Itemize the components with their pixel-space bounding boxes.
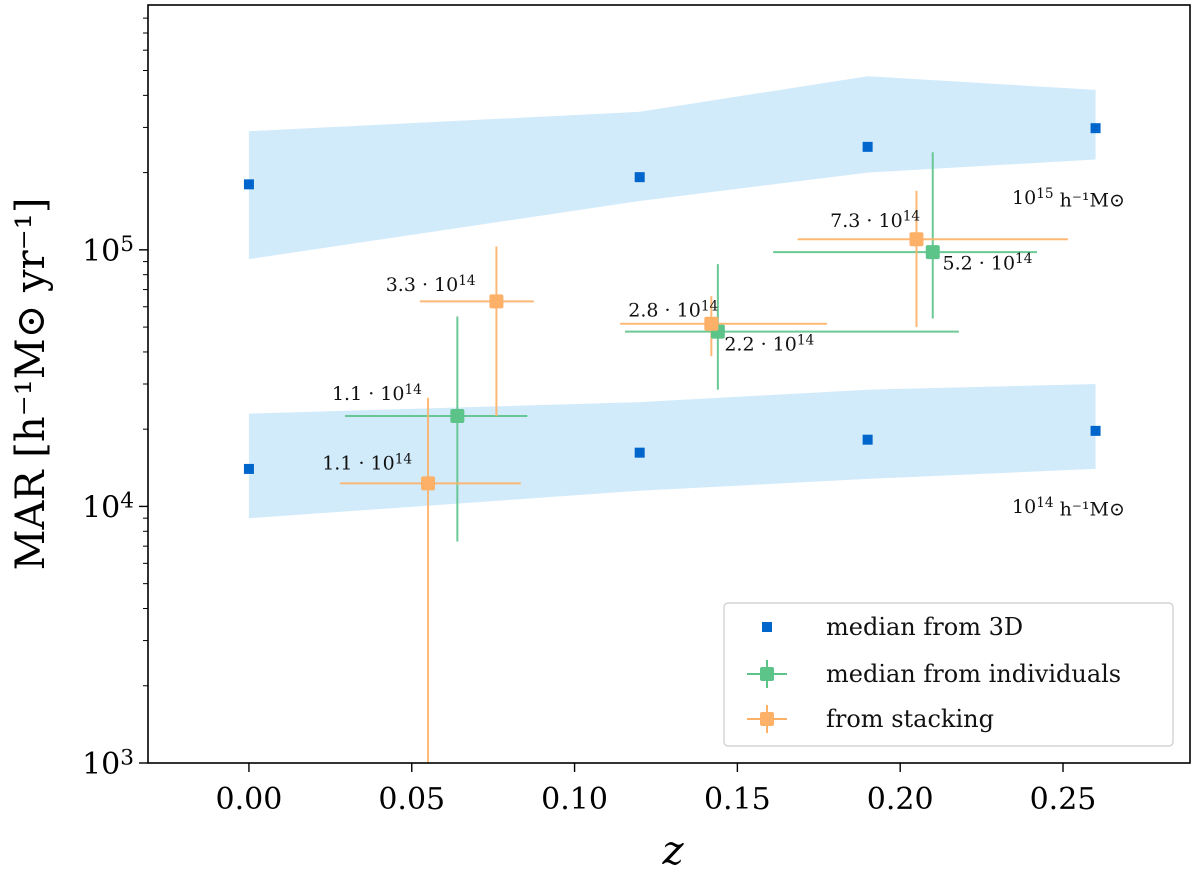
x-tick-label-0: 0.00 (216, 782, 283, 817)
point-0-5 (634, 447, 645, 458)
legend-marker-2 (760, 712, 774, 726)
legend-label-0: median from 3D (826, 613, 1023, 641)
axes: 0.00 0.05 0.10 0.15 0.20 0.25 103 104 105 z MAR [h… (8, 4, 1191, 870)
legend-marker-0 (762, 622, 772, 632)
band-label-1: 1014 h⁻¹M⊙ (1012, 495, 1125, 521)
legend-label-2: from stacking (826, 705, 994, 733)
y-tick-label-0: 103 (82, 745, 134, 782)
annotation-3: 2.8 · 1014 (628, 298, 718, 321)
x-tick-label-1: 0.05 (378, 782, 445, 817)
point-2-3 (909, 232, 924, 247)
x-axis-title: z (661, 828, 684, 870)
x-tick-label-5: 0.25 (1030, 782, 1097, 817)
point-0-3 (1090, 123, 1101, 134)
annotation-5: 7.3 · 1014 (830, 209, 920, 232)
point-1-2 (925, 245, 940, 260)
point-0-4 (243, 463, 254, 474)
legend-box (723, 602, 1174, 747)
y-tick-label-1: 104 (82, 489, 134, 526)
point-2-1 (489, 294, 504, 309)
point-1-0 (450, 409, 465, 424)
y-tick-label-2: 105 (82, 232, 134, 269)
annotation-6: 5.2 · 1014 (943, 251, 1033, 274)
x-tick-label-3: 0.15 (704, 782, 771, 817)
annotation-4: 2.2 · 1014 (724, 332, 814, 355)
band-0 (248, 76, 1096, 260)
errorbars (340, 152, 1068, 763)
point-0-7 (1090, 425, 1101, 436)
point-0-1 (634, 172, 645, 183)
x-tick-label-2: 0.10 (541, 782, 608, 817)
band-labels: 1015 h⁻¹M⊙ 1014 h⁻¹M⊙ (1012, 186, 1125, 521)
legend: median from 3D median from individuals fro… (723, 602, 1174, 747)
point-2-0 (421, 476, 436, 491)
point-0-0 (243, 179, 254, 190)
x-tick-label-4: 0.20 (867, 782, 934, 817)
annotation-1: 1.1 · 1014 (322, 452, 412, 475)
point-2-2 (704, 316, 719, 331)
data-points (243, 123, 1101, 491)
annotation-2: 3.3 · 1014 (386, 273, 476, 296)
legend-marker-1 (760, 667, 774, 681)
annotation-0: 1.1 · 1014 (332, 382, 422, 405)
legend-label-1: median from individuals (826, 660, 1121, 688)
point-0-6 (862, 434, 873, 445)
y-axis-title: MAR [h⁻¹M⊙ yr⁻¹] (8, 198, 54, 571)
point-annotations: 1.1 · 1014 1.1 · 1014 3.3 · 1014 2.8 · 1014… (322, 209, 1033, 475)
band-label-0: 1015 h⁻¹M⊙ (1012, 186, 1125, 212)
point-0-2 (862, 141, 873, 152)
